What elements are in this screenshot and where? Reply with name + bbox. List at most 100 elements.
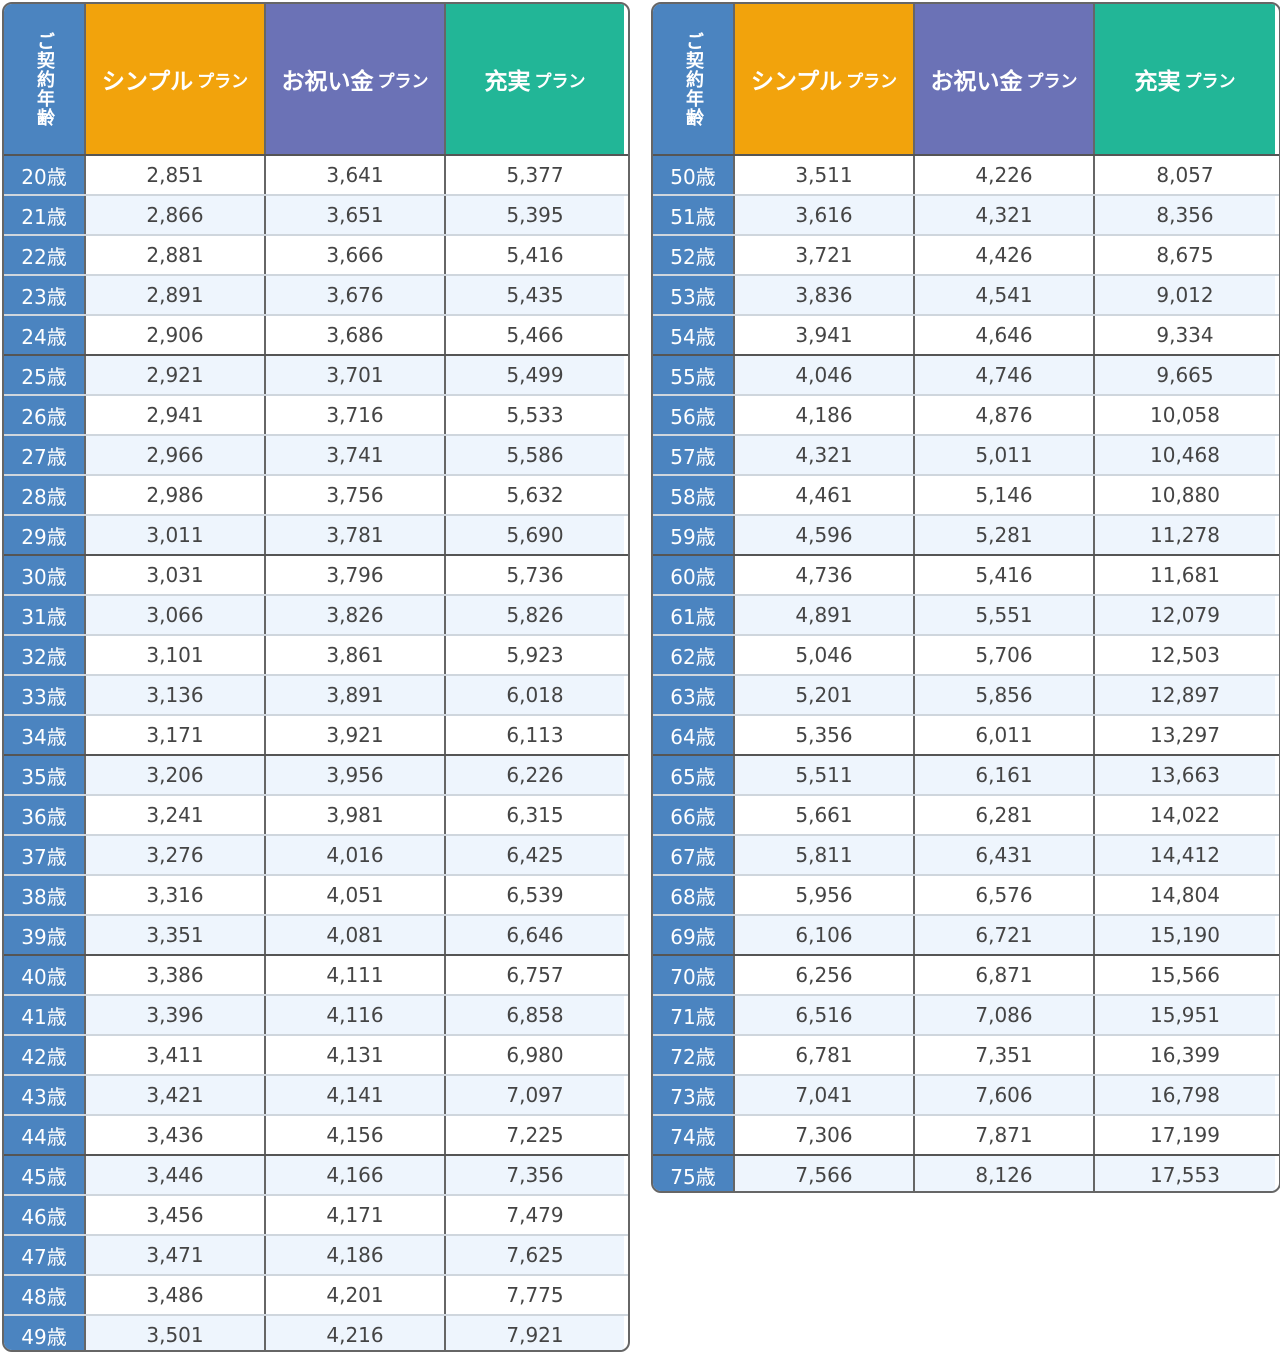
age-cell: 42歳 <box>4 1036 86 1074</box>
table-row: 61歳 4,891 5,551 12,079 <box>653 596 1279 636</box>
jujitsu-plan-cell: 5,923 <box>506 643 564 667</box>
oiwai-plan-cell: 4,171 <box>266 1196 446 1234</box>
oiwai-plan-cell: 4,131 <box>266 1036 446 1074</box>
oiwai-plan-cell: 5,011 <box>915 436 1095 474</box>
age-cell: 54歳 <box>653 316 735 354</box>
oiwai-plan-cell: 5,856 <box>915 676 1095 714</box>
simple-plan-cell: 2,891 <box>86 276 266 314</box>
table-row: 36歳 3,241 3,981 6,315 <box>4 796 628 836</box>
table-row: 41歳 3,396 4,116 6,858 <box>4 996 628 1036</box>
table-row: 65歳 5,511 6,161 13,663 <box>653 756 1279 796</box>
oiwai-plan-cell: 7,351 <box>915 1036 1095 1074</box>
age-cell: 34歳 <box>4 716 86 754</box>
table-row: 66歳 5,661 6,281 14,022 <box>653 796 1279 836</box>
oiwai-plan-cell: 3,861 <box>266 636 446 674</box>
table-row: 38歳 3,316 4,051 6,539 <box>4 876 628 916</box>
oiwai-plan-cell: 6,871 <box>915 956 1095 994</box>
table-row: 54歳 3,941 4,646 9,334 <box>653 316 1279 356</box>
jujitsu-plan-cell: 11,681 <box>1150 563 1220 587</box>
table-row: 32歳 3,101 3,861 5,923 <box>4 636 628 676</box>
simple-plan-cell: 3,276 <box>86 836 266 874</box>
oiwai-plan-cell: 4,116 <box>266 996 446 1034</box>
oiwai-plan-cell: 3,676 <box>266 276 446 314</box>
table-header: ご契約年齢 シンプル プラン お祝い金 プラン 充実 プラン <box>4 4 628 156</box>
table-row: 59歳 4,596 5,281 11,278 <box>653 516 1279 556</box>
age-cell: 41歳 <box>4 996 86 1034</box>
oiwai-plan-cell: 5,281 <box>915 516 1095 554</box>
age-cell: 63歳 <box>653 676 735 714</box>
jujitsu-plan-cell: 8,356 <box>1095 196 1275 234</box>
oiwai-plan-cell: 4,216 <box>266 1316 446 1350</box>
age-cell: 55歳 <box>653 356 735 394</box>
oiwai-plan-cell: 4,876 <box>915 396 1095 434</box>
age-cell: 74歳 <box>653 1116 735 1154</box>
oiwai-plan-cell: 4,646 <box>915 316 1095 354</box>
table-row: 43歳 3,421 4,141 7,097 <box>4 1076 628 1116</box>
jujitsu-plan-cell: 6,646 <box>446 916 624 954</box>
age-column-header: ご契約年齢 <box>4 4 86 154</box>
simple-plan-cell: 3,171 <box>86 716 266 754</box>
oiwai-plan-cell: 3,781 <box>266 516 446 554</box>
age-cell: 35歳 <box>4 756 86 794</box>
table-row: 33歳 3,136 3,891 6,018 <box>4 676 628 716</box>
table-row: 71歳 6,516 7,086 15,951 <box>653 996 1279 1036</box>
oiwai-plan-cell: 5,146 <box>915 476 1095 514</box>
oiwai-plan-cell: 3,796 <box>266 556 446 594</box>
table-row: 58歳 4,461 5,146 10,880 <box>653 476 1279 516</box>
table-row: 22歳 2,881 3,666 5,416 <box>4 236 628 276</box>
jujitsu-plan-header: 充実 プラン <box>1095 4 1275 154</box>
age-cell: 28歳 <box>4 476 86 514</box>
oiwai-plan-header: お祝い金 プラン <box>915 4 1095 154</box>
jujitsu-plan-cell: 7,356 <box>446 1156 624 1194</box>
age-cell: 62歳 <box>653 636 735 674</box>
jujitsu-plan-cell: 5,499 <box>446 356 624 394</box>
oiwai-plan-cell: 7,871 <box>915 1116 1095 1154</box>
table-row: 40歳 3,386 4,111 6,757 <box>4 956 628 996</box>
age-cell: 23歳 <box>4 276 86 314</box>
simple-plan-cell: 5,661 <box>735 796 915 834</box>
table-row: 25歳 2,921 3,701 5,499 <box>4 356 628 396</box>
jujitsu-plan-cell: 5,466 <box>506 323 564 347</box>
age-cell: 49歳 <box>4 1316 86 1350</box>
jujitsu-plan-cell: 6,315 <box>506 803 564 827</box>
age-column-header: ご契約年齢 <box>653 4 735 154</box>
age-cell: 26歳 <box>4 396 86 434</box>
age-cell: 73歳 <box>653 1076 735 1114</box>
age-cell: 47歳 <box>4 1236 86 1274</box>
simple-plan-cell: 3,616 <box>735 196 915 234</box>
oiwai-plan-cell: 4,226 <box>915 156 1095 194</box>
simple-plan-cell: 3,351 <box>86 916 266 954</box>
simple-plan-cell: 6,256 <box>735 956 915 994</box>
age-cell: 27歳 <box>4 436 86 474</box>
table-row: 23歳 2,891 3,676 5,435 <box>4 276 628 316</box>
table-row: 31歳 3,066 3,826 5,826 <box>4 596 628 636</box>
oiwai-plan-cell: 6,011 <box>915 716 1095 754</box>
simple-plan-cell: 3,316 <box>86 876 266 914</box>
jujitsu-plan-cell: 5,435 <box>446 276 624 314</box>
oiwai-plan-cell: 3,826 <box>266 596 446 634</box>
oiwai-plan-cell: 4,141 <box>266 1076 446 1114</box>
jujitsu-plan-cell: 10,880 <box>1150 483 1220 507</box>
jujitsu-plan-cell: 7,097 <box>446 1076 624 1114</box>
age-cell: 64歳 <box>653 716 735 754</box>
table-row: 72歳 6,781 7,351 16,399 <box>653 1036 1279 1076</box>
age-cell: 29歳 <box>4 516 86 554</box>
jujitsu-plan-cell: 17,553 <box>1095 1156 1275 1191</box>
simple-plan-cell: 6,106 <box>735 916 915 954</box>
simple-plan-cell: 3,101 <box>86 636 266 674</box>
oiwai-plan-cell: 3,921 <box>266 716 446 754</box>
age-cell: 32歳 <box>4 636 86 674</box>
premium-table-left: ご契約年齢 シンプル プラン お祝い金 プラン 充実 プラン 20歳 2,851 3,64… <box>2 2 630 1352</box>
jujitsu-plan-cell: 5,416 <box>506 243 564 267</box>
table-row: 62歳 5,046 5,706 12,503 <box>653 636 1279 676</box>
simple-plan-cell: 4,046 <box>735 356 915 394</box>
oiwai-plan-cell: 3,651 <box>266 196 446 234</box>
age-cell: 37歳 <box>4 836 86 874</box>
simple-plan-cell: 3,836 <box>735 276 915 314</box>
age-cell: 72歳 <box>653 1036 735 1074</box>
age-cell: 45歳 <box>4 1156 86 1194</box>
jujitsu-plan-cell: 12,079 <box>1095 596 1275 634</box>
table-row: 46歳 3,456 4,171 7,479 <box>4 1196 628 1236</box>
table-row: 48歳 3,486 4,201 7,775 <box>4 1276 628 1316</box>
table-row: 27歳 2,966 3,741 5,586 <box>4 436 628 476</box>
